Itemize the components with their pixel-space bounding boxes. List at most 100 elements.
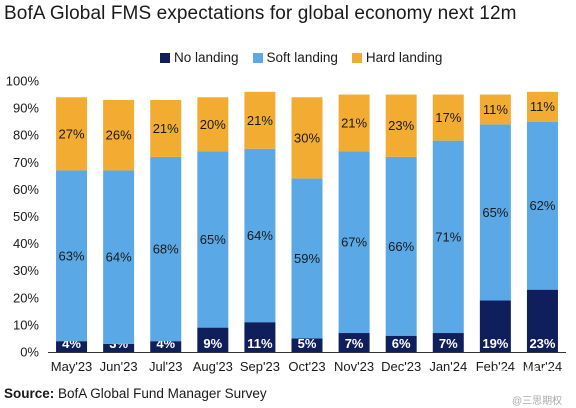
bar-segment: [526, 121, 558, 290]
bar-value-label: 23%: [388, 118, 414, 133]
bar-segment: [150, 156, 182, 342]
bar-value-label: 20%: [200, 117, 226, 132]
x-tick-label: Jul'23: [149, 359, 183, 374]
bar-value-label: 63%: [59, 248, 85, 263]
bar-value-label: 21%: [153, 121, 179, 136]
bar-segment: [150, 341, 182, 352]
legend-swatch-soft-landing: [252, 52, 263, 63]
bar-segment: [432, 140, 464, 334]
bar-value-label: 30%: [294, 130, 320, 145]
bar-segment: [479, 300, 511, 352]
legend-swatch-no-landing: [160, 52, 170, 63]
bar-segment: [291, 97, 323, 179]
bar-value-label: 68%: [153, 242, 179, 257]
source-text: BofA Global Fund Manager Survey: [58, 386, 267, 401]
y-tick-label: 50%: [13, 209, 39, 224]
bar-segment: [244, 322, 276, 352]
bar-segment: [197, 327, 229, 352]
source-note: Source: BofA Global Fund Manager Survey: [4, 386, 267, 401]
bar-segment: [338, 94, 370, 152]
bar-segment: [385, 156, 417, 336]
chart-legend: No landing Soft landing Hard landing: [160, 50, 442, 65]
bar-segment: [338, 151, 370, 334]
watermark: 老虎社区: [492, 368, 557, 385]
bar-value-label: 17%: [435, 110, 461, 125]
bar-segment: [150, 99, 182, 157]
bar-segment: [197, 97, 229, 152]
legend-label-hard-landing: Hard landing: [365, 50, 443, 65]
bar-value-label: 9%: [203, 336, 222, 351]
bar-value-label: 27%: [59, 126, 85, 141]
bar-segment: [197, 151, 229, 328]
x-tick-label: Oct'23: [288, 359, 325, 374]
y-tick-label: 10%: [13, 317, 39, 332]
bar-value-label: 62%: [529, 198, 555, 213]
bar-segment: [479, 124, 511, 301]
x-tick-label: May'23: [51, 359, 93, 374]
bar-segment: [244, 148, 276, 323]
bar-segment: [56, 170, 88, 342]
y-tick-label: 100%: [6, 74, 40, 89]
bar-segment: [56, 97, 88, 171]
y-tick-label: 30%: [13, 263, 39, 278]
bar-segment: [103, 343, 135, 352]
bar-segment: [432, 333, 464, 352]
bar-value-label: 5%: [298, 336, 317, 351]
bar-segment: [526, 289, 558, 352]
bar-value-label: 11%: [483, 102, 508, 117]
bar-segment: [291, 338, 323, 352]
y-tick-label: 70%: [13, 155, 39, 170]
bar-value-label: 7%: [345, 336, 364, 351]
x-tick-label: Dec'23: [381, 359, 421, 374]
bar-value-label: 64%: [106, 250, 132, 265]
bar-value-label: 65%: [200, 232, 226, 247]
source-label: Source:: [4, 386, 55, 401]
legend-swatch-hard-landing: [351, 52, 362, 63]
bar-segment: [479, 94, 511, 125]
x-tick-label: Jun'23: [100, 359, 138, 374]
legend-item-no-landing: No landing: [160, 50, 239, 65]
bar-value-label: 67%: [341, 235, 367, 250]
y-tick-label: 20%: [13, 290, 39, 305]
x-tick-label: Mar'24: [523, 359, 562, 374]
bar-value-label: 11%: [247, 336, 273, 351]
bar-segment: [338, 333, 370, 352]
bar-value-label: 19%: [482, 336, 508, 351]
watermark-subtext: @三思期权: [512, 396, 563, 407]
bar-segment: [56, 341, 88, 352]
bar-value-label: 66%: [388, 239, 414, 254]
y-tick-label: 0%: [20, 345, 39, 360]
bar-value-label: 23%: [529, 336, 555, 351]
bar-value-label: 26%: [106, 128, 132, 143]
x-tick-label: Feb'24: [476, 359, 515, 374]
bar-value-label: 64%: [247, 228, 273, 243]
bar-value-label: 11%: [530, 99, 555, 114]
bar-value-label: 6%: [392, 336, 411, 351]
y-tick-label: 40%: [13, 236, 39, 251]
bar-segment: [103, 99, 135, 171]
legend-label-no-landing: No landing: [174, 50, 239, 65]
x-tick-label: Aug'23: [193, 359, 233, 374]
bar-segment: [526, 91, 558, 122]
y-tick-label: 80%: [13, 128, 39, 143]
bar-segment: [244, 91, 276, 149]
bar-value-label: 71%: [435, 229, 461, 244]
x-tick-label: Sep'23: [240, 359, 280, 374]
bar-segment: [385, 94, 417, 157]
bar-value-label: 21%: [341, 116, 367, 131]
bar-value-label: 21%: [247, 113, 273, 128]
bar-value-label: 65%: [482, 205, 508, 220]
bar-segment: [103, 170, 135, 344]
y-tick-label: 60%: [13, 182, 39, 197]
x-tick-label: Jan'24: [429, 359, 467, 374]
bar-segment: [291, 178, 323, 339]
bar-value-label: 7%: [439, 336, 458, 351]
bar-value-label: 59%: [294, 251, 320, 266]
bar-segment: [432, 94, 464, 141]
legend-item-soft-landing: Soft landing: [252, 50, 338, 65]
legend-item-hard-landing: Hard landing: [351, 50, 443, 65]
y-tick-label: 90%: [13, 101, 39, 116]
legend-label-soft-landing: Soft landing: [266, 50, 338, 65]
bar-segment: [385, 335, 417, 352]
chart-title: BofA Global FMS expectations for global …: [4, 3, 517, 24]
